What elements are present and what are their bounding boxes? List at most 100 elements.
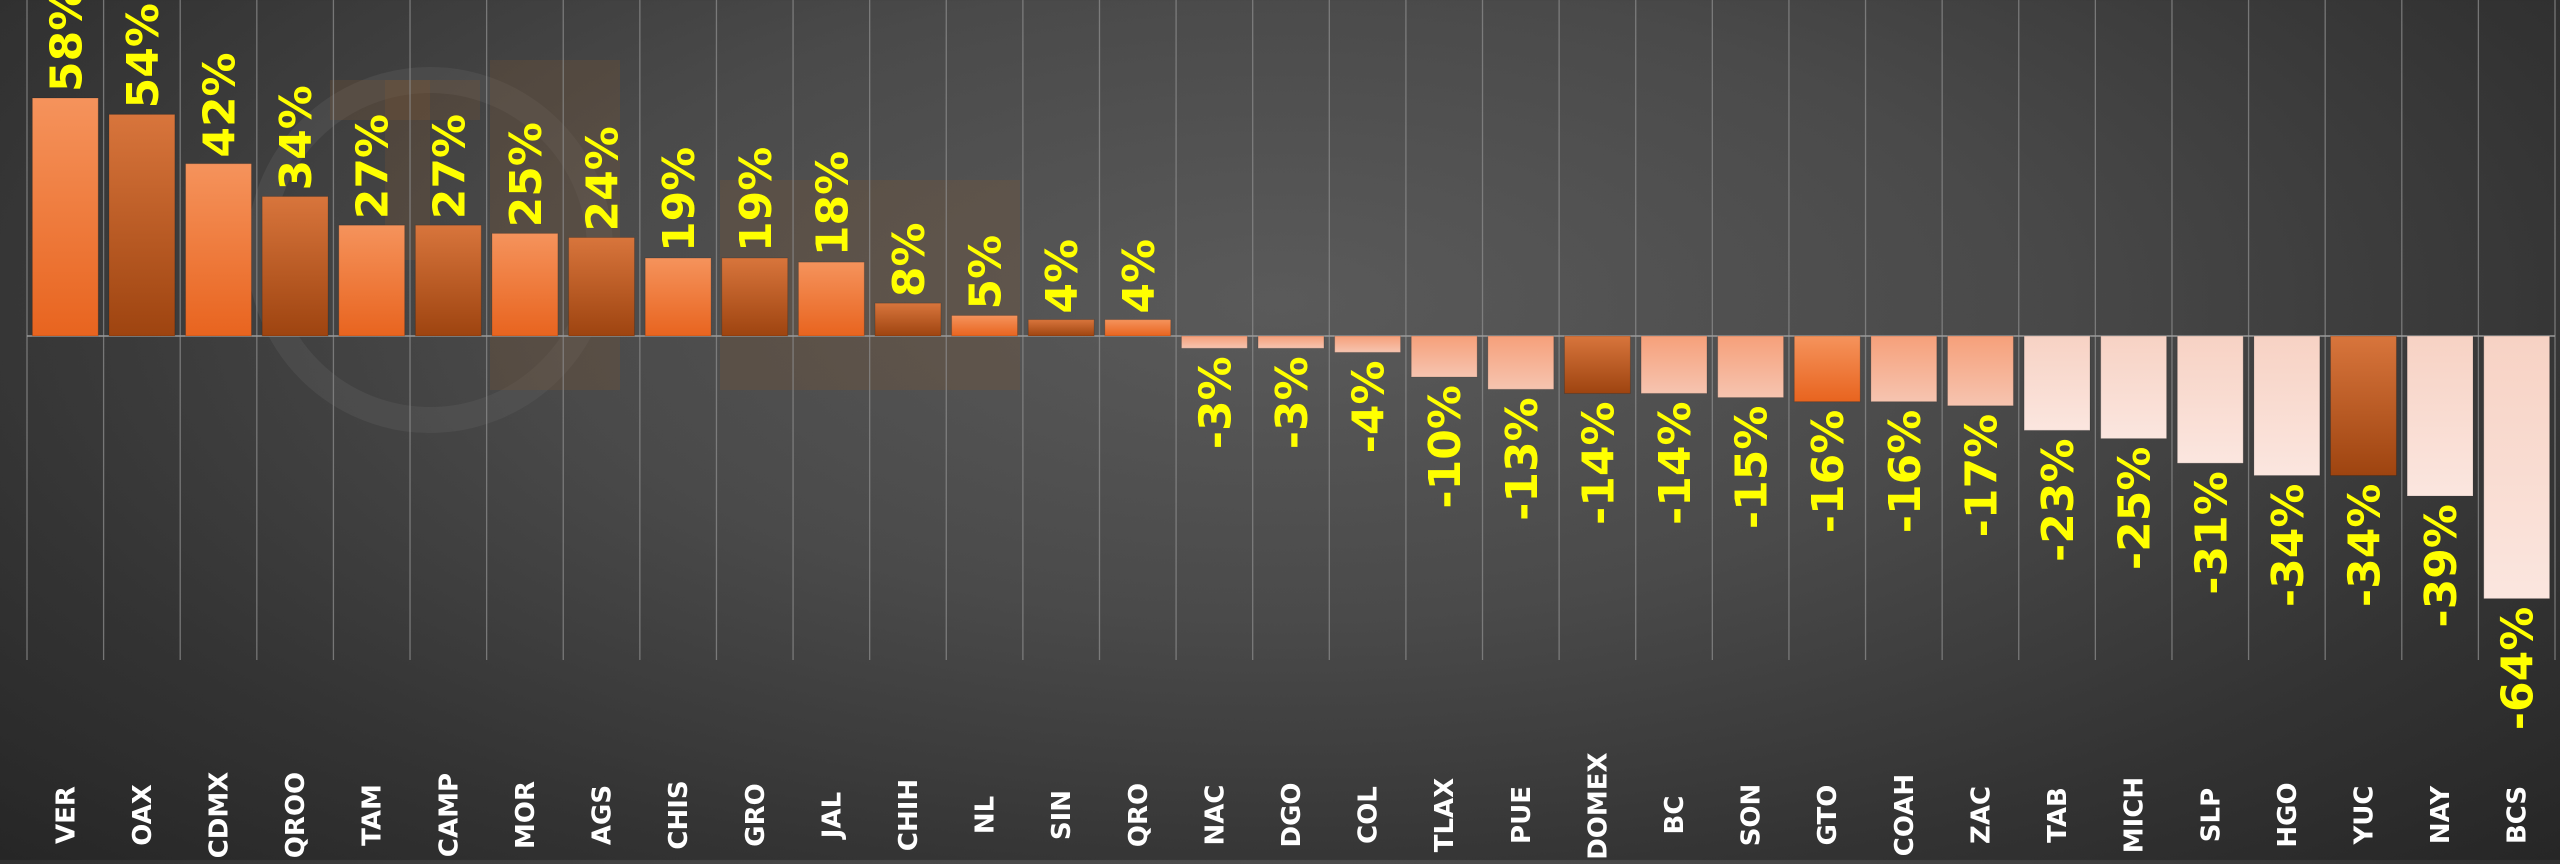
bar-tam	[338, 224, 406, 337]
category-label: JAL	[817, 792, 847, 840]
value-label: -39%	[2416, 504, 2467, 628]
value-label: -23%	[2033, 438, 2084, 562]
value-label: -64%	[2493, 607, 2544, 731]
value-label: 34%	[271, 85, 322, 190]
bar-qroo	[261, 195, 329, 337]
value-label: 19%	[731, 147, 782, 252]
bar-tlax	[1410, 335, 1478, 378]
category-labels: VER OAX CDMX QROO TAM CAMP MOR AGS CHIS GRO JAL CHI…	[51, 752, 2533, 864]
bar-ags	[568, 237, 635, 337]
bar-slp	[2176, 335, 2244, 464]
value-label: 24%	[578, 126, 629, 231]
bar-col	[1334, 335, 1402, 353]
category-label: OAX	[128, 784, 158, 846]
category-label: EDOMEX	[1583, 752, 1613, 860]
category-label: DGO	[1277, 782, 1307, 847]
value-label: 27%	[424, 114, 475, 219]
bar-camp	[414, 224, 482, 337]
category-label: GTO	[1813, 785, 1843, 846]
bar-bc	[1640, 335, 1708, 394]
bar-bcs	[2483, 335, 2551, 600]
bar-ver	[31, 97, 99, 337]
value-label: 4%	[1114, 239, 1165, 314]
category-label: MOR	[511, 781, 541, 849]
category-label: MICH	[2120, 777, 2150, 853]
value-label: 42%	[195, 52, 246, 157]
bar-nac	[1180, 335, 1248, 349]
category-label: ZAC	[1966, 786, 1996, 844]
category-label: TAB	[2043, 787, 2073, 843]
value-label: -31%	[2186, 471, 2237, 595]
bar-tab	[2023, 335, 2091, 431]
bar-yuc	[2330, 335, 2397, 477]
category-label: TAM	[358, 784, 388, 846]
category-label: BC	[1660, 796, 1690, 835]
bar-mor	[491, 232, 559, 337]
bar-chis	[644, 257, 712, 337]
bar-oax	[108, 113, 176, 337]
category-label: CHIH	[894, 779, 924, 851]
bar-son	[1717, 335, 1785, 399]
bar-qro	[1104, 319, 1172, 337]
value-label: -34%	[2339, 484, 2390, 608]
value-label: 18%	[807, 151, 858, 256]
value-label: -14%	[1650, 401, 1701, 525]
bar-gto	[1793, 335, 1861, 403]
category-label: HGO	[2273, 782, 2303, 847]
bar-jal	[797, 261, 865, 337]
value-label: 19%	[654, 147, 705, 252]
category-label: SLP	[2196, 788, 2226, 842]
bar-chih	[874, 302, 942, 337]
bar-hgo	[2253, 335, 2321, 477]
value-label: 27%	[348, 114, 399, 219]
value-label: 58%	[41, 0, 92, 92]
category-label: SON	[1737, 784, 1767, 847]
value-label: 25%	[501, 122, 552, 227]
category-label: BCS	[2503, 786, 2533, 844]
value-label: 54%	[118, 3, 169, 108]
bar-nay	[2406, 335, 2474, 497]
gridlines	[26, 0, 2556, 660]
value-label: 4%	[1037, 239, 1088, 314]
category-label: CHIS	[664, 780, 694, 849]
bar-mich	[2100, 335, 2168, 440]
value-label: -3%	[1190, 356, 1241, 449]
value-label: -4%	[1344, 360, 1395, 453]
category-label: VER	[51, 786, 81, 844]
category-label: CDMX	[205, 772, 235, 859]
value-label: -13%	[1497, 397, 1548, 521]
category-label: AGS	[588, 785, 618, 845]
bar-coah	[1870, 335, 1938, 403]
value-label: -25%	[2110, 447, 2161, 571]
bar-dgo	[1257, 335, 1325, 349]
category-label: TLAX	[1430, 778, 1460, 852]
value-label: -10%	[1420, 385, 1471, 509]
bar-edomex	[1563, 335, 1631, 394]
category-label: YUC	[2349, 785, 2379, 845]
category-label: CAMP	[434, 773, 464, 857]
category-label: GRO	[741, 783, 771, 846]
category-label: NAC	[1200, 785, 1230, 846]
bar-zac	[1947, 335, 2014, 407]
bars	[31, 97, 2551, 600]
value-label: -16%	[1880, 410, 1931, 534]
bar-sin	[1027, 319, 1095, 337]
bar-cdmx	[185, 163, 252, 337]
category-label: NAY	[2426, 785, 2456, 844]
category-label: QRO	[1124, 783, 1154, 847]
bar-pue	[1487, 335, 1555, 390]
category-label: QROO	[281, 772, 311, 858]
value-label: -16%	[1803, 410, 1854, 534]
value-labels: 58% 54% 42% 34% 27% 27% 25% 24% 19% 19% 18% 8% 5% 4% 4…	[41, 0, 2543, 730]
value-label: -3%	[1267, 356, 1318, 449]
value-label: 8%	[884, 222, 935, 297]
value-label: -14%	[1573, 401, 1624, 525]
category-label: NL	[971, 796, 1001, 834]
bar-gro	[721, 257, 789, 337]
category-label: SIN	[1047, 790, 1077, 840]
value-label: -17%	[1956, 414, 2007, 538]
category-label: PUE	[1507, 786, 1537, 844]
category-label: COL	[1354, 786, 1384, 844]
